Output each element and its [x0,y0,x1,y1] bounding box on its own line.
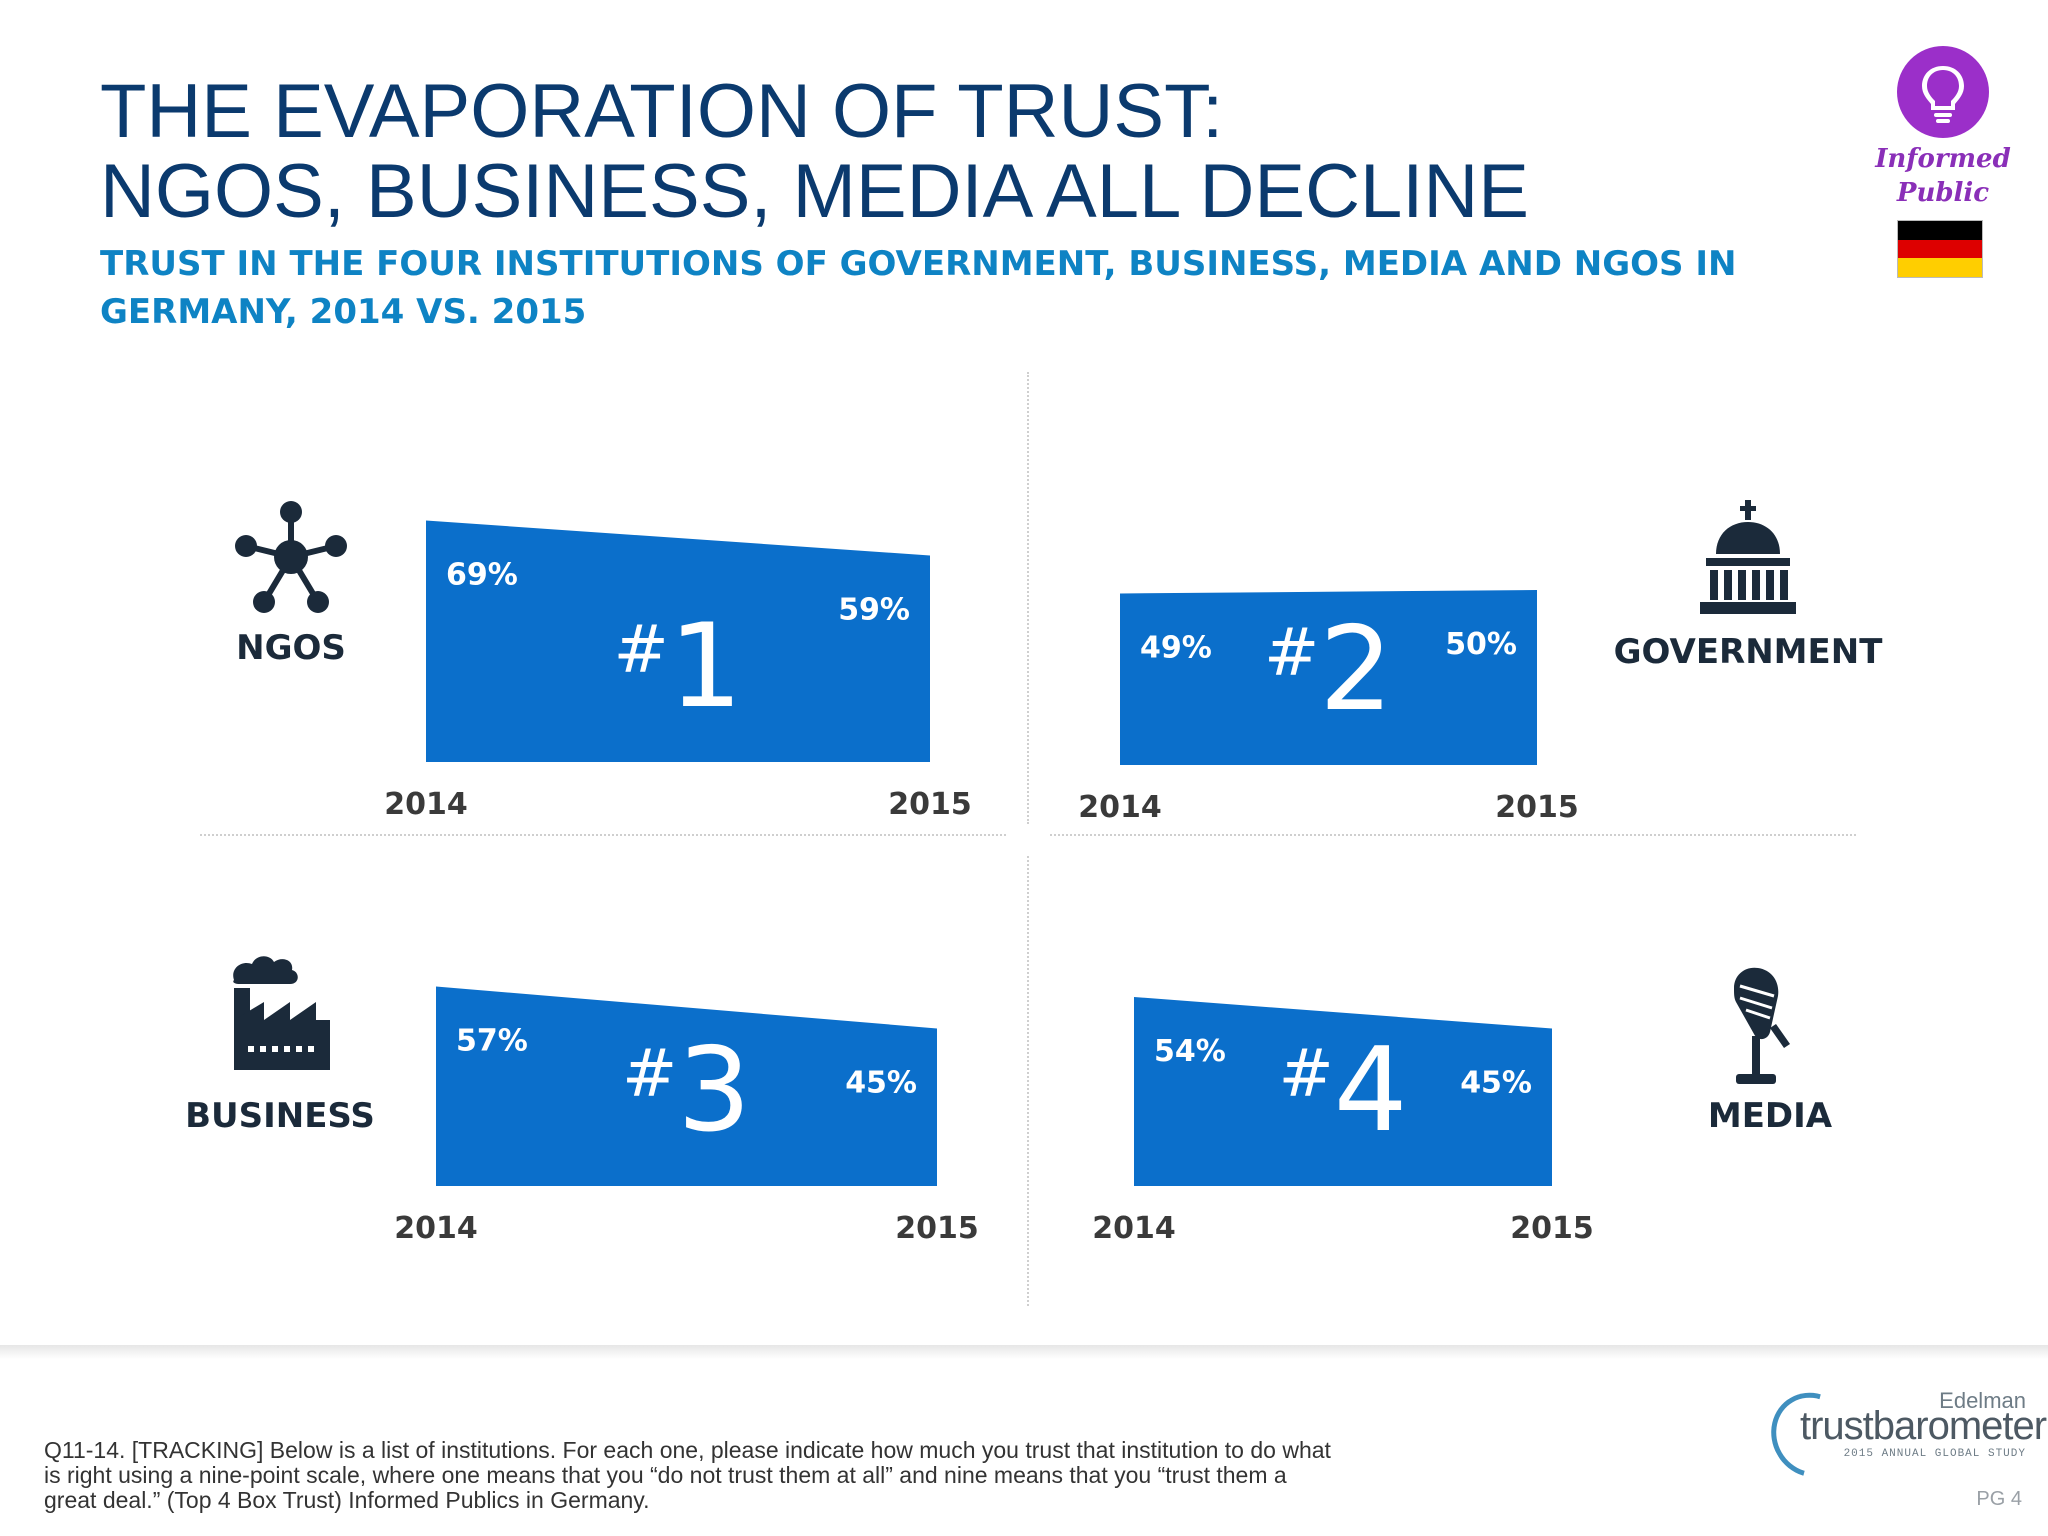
institution-label-business: BUSINESS [185,1096,375,1136]
x-tick-2014: 2014 [1078,790,1162,825]
trend-area-government [1120,590,1537,765]
value-label-2015: 45% [1460,1066,1532,1101]
page-subtitle: TRUST IN THE FOUR INSTITUTIONS OF GOVERN… [100,244,1737,332]
factory-icon [233,956,330,1070]
logo-brand: Edelman [1939,1388,2026,1413]
badge-line-2: Public [1896,178,1990,208]
chart-media: 54% 45% #4 2014 2015 [1092,997,1594,1246]
microphone-icon [1734,967,1790,1084]
x-tick-2014: 2014 [384,787,468,822]
logo-name: trustbarometer [1800,1404,2047,1448]
institution-label-government: GOVERNMENT [1613,632,1883,672]
value-label-2015: 45% [845,1066,917,1101]
institution-label-ngos: NGOS [236,628,346,668]
horizontal-divider-right [1050,834,1856,836]
chart-business: 57% 45% #3 2014 2015 [394,986,979,1246]
chart-government: 49% 50% #2 2014 2015 [1078,590,1579,825]
rank-label: #4 [1278,1023,1407,1158]
x-tick-2014: 2014 [394,1211,478,1246]
informed-public-badge [1897,46,1989,138]
rank-label: #2 [1264,602,1393,737]
chart-ngos: 69% 59% #1 2014 2015 [384,520,972,822]
rank-label: #1 [613,599,742,734]
capitol-building-icon [1700,500,1796,614]
page-title: THE EVAPORATION OF TRUST: NGOS, BUSINESS… [100,72,1800,232]
trend-area-ngos [426,520,930,762]
value-label-2014: 49% [1140,631,1212,666]
trend-area-business [436,986,937,1186]
x-tick-2015: 2015 [895,1211,979,1246]
x-tick-2015: 2015 [888,787,972,822]
lightbulb-icon [1922,66,1964,123]
value-label-2014: 69% [446,558,518,593]
value-label-2015: 59% [838,593,910,628]
value-label-2015: 50% [1445,627,1517,662]
methodology-footnote: Q11-14. [TRACKING] Below is a list of in… [44,1437,1331,1513]
title-line-2: NGOS, BUSINESS, MEDIA ALL DECLINE [100,149,1529,234]
network-icon [235,501,347,613]
title-line-1: THE EVAPORATION OF TRUST: [100,69,1224,154]
trend-area-media [1134,997,1552,1186]
germany-flag-icon [1897,220,1983,278]
institution-label-media: MEDIA [1707,1096,1833,1136]
badge-line-1: Informed [1875,144,2011,174]
footer-divider [0,1345,2048,1359]
badge-label: Informed Public [1862,142,2024,210]
value-label-2014: 57% [456,1024,528,1059]
rank-label: #3 [622,1023,751,1158]
x-tick-2015: 2015 [1510,1211,1594,1246]
page-number: PG 4 [1976,1488,2022,1510]
vertical-divider-bottom [1027,856,1029,1306]
value-label-2014: 54% [1154,1034,1226,1069]
vertical-divider-top [1027,372,1029,824]
logo-tagline: 2015 ANNUAL GLOBAL STUDY [1843,1448,2026,1460]
horizontal-divider-left [200,834,1006,836]
x-tick-2015: 2015 [1495,790,1579,825]
x-tick-2014: 2014 [1092,1211,1176,1246]
